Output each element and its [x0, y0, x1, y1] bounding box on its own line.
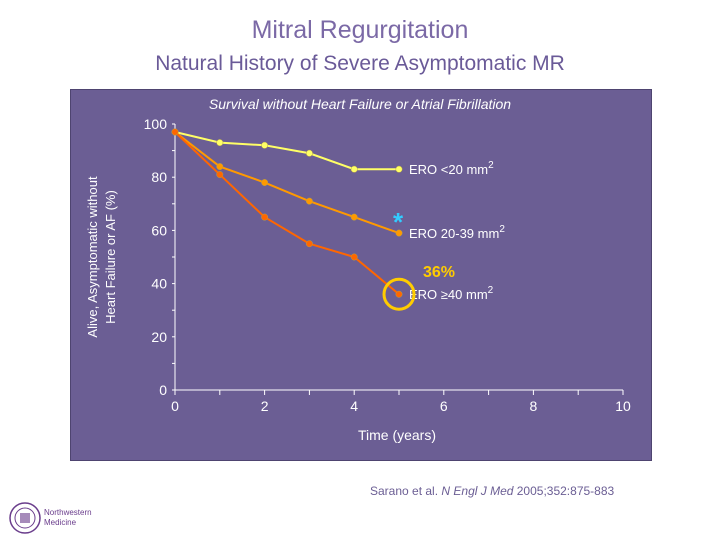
x-axis-label: Time (years) — [358, 427, 436, 443]
y-tick-label: 60 — [151, 222, 167, 238]
logo-line-2: Medicine — [44, 518, 77, 527]
data-point-ero-20-39 — [350, 213, 358, 221]
x-tick-label: 10 — [615, 398, 631, 414]
survival-chart: Survival without Heart Failure or Atrial… — [85, 96, 631, 443]
citation-journal: N Engl J Med — [441, 484, 514, 498]
citation-details: 2005;352:875-883 — [513, 484, 615, 498]
data-point-ero-40-plus — [216, 171, 224, 178]
y-axis-label-line-2: Heart Failure or AF (%) — [103, 190, 118, 324]
significance-asterisk: * — [393, 207, 404, 237]
series-label-superscript: 2 — [488, 285, 494, 296]
data-point-ero-under-20 — [305, 149, 313, 157]
y-axis-label-line-1: Alive, Asymptomatic without — [85, 176, 100, 338]
chart-axes: 0 20 40 60 80 100 0 2 4 6 8 10 — [144, 116, 631, 414]
series-label-superscript: 2 — [488, 160, 494, 171]
x-tick-label: 6 — [440, 398, 448, 414]
northwestern-logo — [9, 502, 41, 534]
y-tick-label: 0 — [159, 382, 167, 398]
data-point-ero-20-39 — [261, 179, 269, 186]
logo-text: Northwestern Medicine — [44, 508, 92, 528]
data-point-ero-20-39 — [305, 197, 313, 205]
highlight-circle — [382, 277, 416, 311]
series-label-ero-40-plus: ERO ≥40 mm2 — [409, 285, 494, 302]
y-tick-label: 100 — [144, 116, 168, 132]
chart-lines — [174, 131, 400, 296]
logo-seal-icon — [9, 502, 41, 534]
chart-title: Survival without Heart Failure or Atrial… — [209, 96, 511, 112]
x-tick-label: 8 — [530, 398, 538, 414]
y-tick-label: 80 — [151, 169, 167, 185]
series-line-ero-20-39 — [174, 131, 400, 235]
y-tick-label: 40 — [151, 276, 167, 292]
series-line-ero-under-20 — [174, 131, 399, 171]
data-point-ero-20-39 — [216, 163, 224, 171]
data-point-ero-40-plus — [305, 240, 313, 248]
data-point-ero-under-20 — [350, 165, 358, 173]
series-label-ero-under-20: ERO <20 mm2 — [409, 160, 494, 177]
data-point-ero-20-39 — [395, 229, 403, 237]
citation-authors: Sarano et al. — [370, 484, 442, 498]
data-point-ero-40-plus — [261, 213, 269, 221]
slide-subtitle: Natural History of Severe Asymptomatic M… — [155, 52, 565, 75]
data-point-ero-40-plus — [350, 253, 358, 261]
y-tick-label: 20 — [151, 329, 167, 345]
chart-markers — [171, 128, 403, 298]
series-label-ero-20-39: ERO 20-39 mm2 — [409, 224, 505, 241]
y-axis-label: Alive, Asymptomatic without Heart Failure… — [85, 176, 118, 338]
citation: Sarano et al. N Engl J Med 2005;352:875-… — [370, 484, 614, 498]
data-point-ero-under-20 — [261, 141, 269, 149]
percentage-callout: 36% — [423, 264, 455, 281]
x-tick-label: 4 — [350, 398, 358, 414]
x-tick-label: 2 — [261, 398, 269, 414]
series-line-ero-40-plus — [174, 131, 400, 296]
series-label-superscript: 2 — [499, 224, 505, 235]
data-point-ero-under-20 — [395, 165, 403, 173]
series-label-text: ERO <20 mm — [409, 162, 488, 177]
chart-panel — [70, 89, 652, 461]
series-label-text: ERO 20-39 mm — [409, 226, 499, 241]
data-point-ero-40-plus — [395, 290, 403, 298]
series-label-text: ERO ≥40 mm — [409, 287, 488, 302]
data-point-ero-40-plus — [171, 128, 179, 136]
slide-title: Mitral Regurgitation — [251, 16, 469, 44]
x-tick-label: 0 — [171, 398, 179, 414]
logo-line-1: Northwestern — [44, 508, 92, 517]
data-point-ero-under-20 — [216, 139, 224, 147]
